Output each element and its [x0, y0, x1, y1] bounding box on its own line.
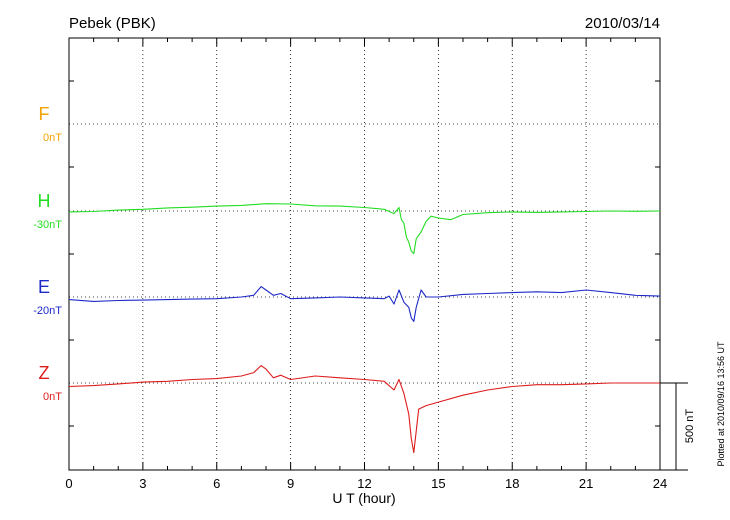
x-tick-label: 0 — [65, 476, 72, 491]
chart-date: 2010/03/14 — [585, 15, 660, 32]
series-line-h — [68, 203, 661, 255]
scale-bar: 500 nT — [660, 382, 696, 471]
series-name-f: F — [39, 104, 50, 124]
series-offset-f: 0nT — [43, 132, 62, 144]
series-offset-e: -20nT — [33, 305, 62, 317]
series-offset-z: 0nT — [43, 391, 62, 403]
x-tick-labels: 0 3 6 9 12 15 18 21 24 — [65, 476, 667, 491]
series-line-z — [68, 365, 660, 454]
x-tick-label: 24 — [653, 476, 667, 491]
x-tick-label: 12 — [357, 476, 371, 491]
series-traces — [68, 203, 661, 454]
series-name-e: E — [38, 277, 50, 297]
x-tick-label: 21 — [579, 476, 593, 491]
series-name-h: H — [38, 191, 51, 211]
grid-lines — [69, 38, 660, 470]
axis-ticks — [68, 38, 661, 470]
x-axis-label: U T (hour) — [332, 490, 395, 506]
x-tick-label: 18 — [505, 476, 519, 491]
plotted-note: Plotted at 2010/09/16 13:56 UT — [716, 341, 726, 467]
chart-title: Pebek (PBK) — [69, 15, 156, 32]
series-offset-h: -30nT — [33, 219, 62, 231]
series-labels: F 0nT H -30nT E -20nT Z 0nT — [33, 104, 62, 403]
series-name-z: Z — [39, 363, 50, 383]
scale-bar-label: 500 nT — [684, 409, 696, 444]
x-tick-label: 9 — [287, 476, 294, 491]
x-tick-label: 6 — [213, 476, 220, 491]
x-tick-label: 15 — [431, 476, 445, 491]
x-tick-label: 3 — [139, 476, 146, 491]
series-line-e — [68, 286, 661, 322]
